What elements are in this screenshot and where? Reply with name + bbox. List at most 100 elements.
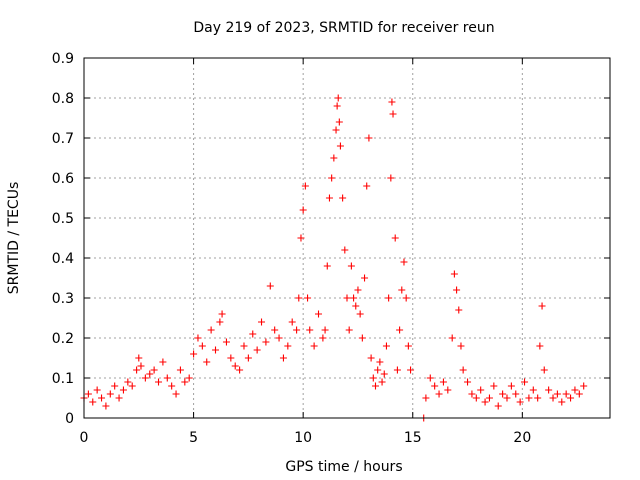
data-point — [525, 394, 533, 402]
y-tick-label: 0.9 — [52, 51, 74, 67]
data-point — [352, 302, 360, 310]
data-point — [407, 366, 415, 374]
data-point — [212, 346, 219, 354]
data-point — [448, 334, 456, 342]
data-point — [93, 386, 101, 394]
data-point — [249, 330, 257, 338]
data-point — [150, 366, 158, 374]
data-point — [356, 310, 364, 318]
data-point — [521, 378, 529, 386]
y-tick-label: 0.1 — [52, 371, 74, 387]
data-point — [365, 134, 373, 142]
data-point — [382, 342, 390, 350]
data-point — [347, 262, 355, 270]
data-point — [168, 382, 176, 390]
data-point — [198, 342, 206, 350]
data-point — [387, 174, 395, 182]
data-point — [363, 182, 371, 190]
data-point — [231, 362, 239, 370]
data-point — [124, 378, 132, 386]
data-point — [503, 394, 511, 402]
data-point — [339, 194, 347, 202]
y-tick-label: 0.2 — [52, 331, 74, 347]
data-point — [222, 338, 230, 346]
data-point — [536, 342, 544, 350]
y-tick-label: 0.4 — [52, 251, 74, 267]
y-axis-label: SRMTID / TECUs — [6, 182, 22, 295]
data-point — [439, 378, 447, 386]
data-point — [538, 302, 546, 310]
data-point — [516, 398, 524, 406]
data-point — [402, 294, 410, 302]
data-point — [350, 294, 358, 302]
data-point — [558, 398, 566, 406]
data-point — [240, 342, 248, 350]
data-point — [345, 326, 353, 334]
data-point — [218, 310, 226, 318]
data-point — [172, 390, 180, 398]
data-point — [388, 98, 396, 106]
y-tick-label: 0.7 — [52, 131, 74, 147]
data-point — [137, 362, 145, 370]
data-point — [84, 390, 92, 398]
data-point — [477, 386, 485, 394]
data-point — [529, 386, 537, 394]
data-point — [435, 390, 443, 398]
data-point — [115, 394, 123, 402]
y-tick-label: 0 — [65, 411, 74, 427]
data-point — [512, 390, 520, 398]
data-point — [400, 258, 408, 266]
data-point — [216, 318, 224, 326]
data-point — [396, 326, 404, 334]
data-point — [335, 118, 343, 126]
data-point — [507, 382, 515, 390]
data-point — [306, 326, 314, 334]
data-point — [310, 342, 318, 350]
data-point — [119, 386, 127, 394]
data-point — [89, 398, 97, 406]
data-point — [534, 394, 542, 402]
data-point — [185, 374, 193, 382]
x-tick-label: 10 — [294, 430, 312, 446]
y-tick-label: 0.3 — [52, 291, 74, 307]
data-point — [244, 354, 252, 362]
data-point — [393, 366, 401, 374]
data-point — [444, 386, 452, 394]
data-point — [358, 334, 366, 342]
data-point — [341, 246, 349, 254]
data-point — [545, 386, 553, 394]
data-point — [575, 390, 583, 398]
data-point — [159, 358, 167, 366]
data-point — [398, 286, 406, 294]
data-point — [304, 294, 312, 302]
data-point — [472, 394, 480, 402]
data-point — [333, 102, 341, 110]
data-point — [194, 334, 202, 342]
data-point — [106, 390, 114, 398]
data-point — [485, 394, 493, 402]
x-tick-label: 15 — [404, 430, 422, 446]
data-point — [328, 174, 336, 182]
y-tick-label: 0.8 — [52, 91, 74, 107]
data-point — [343, 294, 351, 302]
y-tick-label: 0.6 — [52, 171, 74, 187]
grid-layer — [84, 58, 610, 418]
data-point — [404, 342, 412, 350]
chart-title: Day 219 of 2023, SRMTID for receiver reu… — [193, 20, 494, 36]
data-point — [325, 194, 333, 202]
data-point — [190, 350, 198, 358]
data-point — [321, 326, 329, 334]
data-point — [453, 286, 461, 294]
data-point — [336, 142, 344, 150]
data-point — [155, 378, 163, 386]
data-point — [284, 342, 292, 350]
data-point — [361, 274, 369, 282]
data-point — [468, 390, 476, 398]
data-point — [553, 390, 561, 398]
data-point — [457, 342, 465, 350]
data-point — [297, 234, 305, 242]
data-point — [499, 390, 507, 398]
data-point — [540, 366, 548, 374]
data-point — [266, 282, 274, 290]
